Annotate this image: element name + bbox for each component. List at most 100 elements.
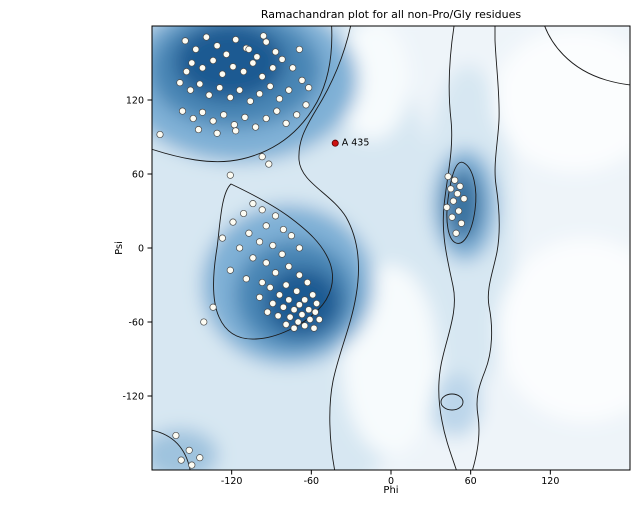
data-point — [455, 207, 463, 215]
data-point — [245, 229, 253, 237]
data-point — [178, 107, 187, 115]
data-point — [282, 320, 290, 329]
data-point — [185, 446, 193, 454]
data-point — [449, 197, 457, 205]
data-point — [285, 86, 293, 94]
data-point — [196, 80, 204, 88]
data-point — [256, 90, 264, 98]
data-point — [275, 291, 284, 299]
data-point — [226, 266, 234, 274]
data-point — [188, 461, 196, 469]
data-point — [222, 50, 230, 58]
x-tick-label: 60 — [465, 476, 477, 487]
data-point — [236, 86, 244, 94]
y-tick-label: 60 — [132, 169, 144, 180]
data-point — [229, 63, 237, 71]
y-tick-label: -120 — [122, 391, 144, 402]
data-point — [302, 101, 310, 109]
data-point — [443, 203, 451, 211]
data-point — [278, 55, 286, 63]
small-region-contour — [440, 393, 464, 411]
data-point — [263, 308, 272, 316]
data-point — [182, 68, 191, 76]
data-point — [213, 42, 221, 50]
data-point — [453, 190, 461, 198]
x-tick-label: -120 — [221, 476, 243, 487]
data-point — [305, 84, 313, 92]
data-point — [249, 254, 257, 262]
density-background — [152, 26, 630, 470]
data-point — [176, 79, 184, 87]
data-point — [209, 303, 217, 311]
data-point — [285, 262, 293, 271]
data-point — [271, 212, 280, 220]
data-point — [188, 59, 196, 67]
data-point — [452, 229, 460, 237]
data-point — [172, 431, 180, 440]
data-point — [256, 293, 264, 301]
data-point — [303, 278, 311, 287]
data-point — [295, 301, 303, 309]
top-right-contour — [544, 26, 630, 86]
data-point — [194, 126, 203, 134]
data-point — [196, 454, 204, 462]
data-point — [451, 176, 459, 184]
data-point — [249, 200, 257, 208]
data-point — [252, 123, 260, 131]
data-point — [290, 324, 298, 332]
data-point — [298, 311, 306, 319]
data-point — [282, 119, 290, 127]
scatter-points — [156, 32, 468, 469]
data-point — [241, 113, 249, 121]
data-point — [213, 129, 221, 137]
highlight-residue: A 435 — [331, 138, 369, 149]
data-point — [456, 182, 464, 190]
data-point — [177, 456, 185, 464]
data-point — [301, 322, 309, 330]
data-point — [258, 153, 266, 161]
data-point — [262, 222, 270, 230]
data-point — [447, 185, 455, 193]
data-point — [186, 86, 195, 94]
data-point — [266, 82, 274, 90]
data-point — [236, 244, 244, 252]
data-point — [258, 73, 266, 81]
data-point — [286, 313, 294, 321]
data-point — [226, 171, 234, 179]
data-point — [295, 45, 303, 53]
x-tick-label: 120 — [541, 476, 559, 487]
x-axis-label: Phi — [383, 485, 398, 496]
data-point — [240, 209, 248, 218]
data-point — [189, 114, 197, 123]
data-point — [200, 318, 208, 326]
y-tick-label: 0 — [138, 243, 144, 254]
data-point — [240, 68, 248, 76]
data-point — [226, 93, 234, 102]
plot-title: Ramachandran plot for all non-Pro/Gly re… — [261, 8, 522, 21]
data-point — [448, 213, 456, 221]
data-point — [295, 271, 303, 279]
data-point — [269, 299, 277, 308]
data-point — [274, 312, 282, 320]
data-point — [313, 299, 321, 308]
x-tick-label: 0 — [388, 476, 394, 487]
data-point — [269, 241, 277, 250]
data-point — [216, 84, 224, 92]
data-point — [293, 111, 301, 119]
data-point — [262, 114, 270, 123]
data-point — [209, 56, 217, 65]
data-point — [290, 306, 298, 314]
data-point — [218, 234, 226, 242]
data-point — [309, 291, 317, 299]
data-point — [278, 250, 286, 258]
data-point — [258, 278, 266, 287]
data-point — [205, 91, 213, 99]
data-point — [301, 296, 309, 304]
data-point — [262, 38, 270, 46]
x-axis-ticks: -120 -60 0 60 120 — [221, 470, 559, 487]
data-point — [198, 64, 207, 72]
data-point — [230, 121, 238, 129]
data-point — [457, 219, 465, 227]
data-point — [256, 238, 264, 246]
